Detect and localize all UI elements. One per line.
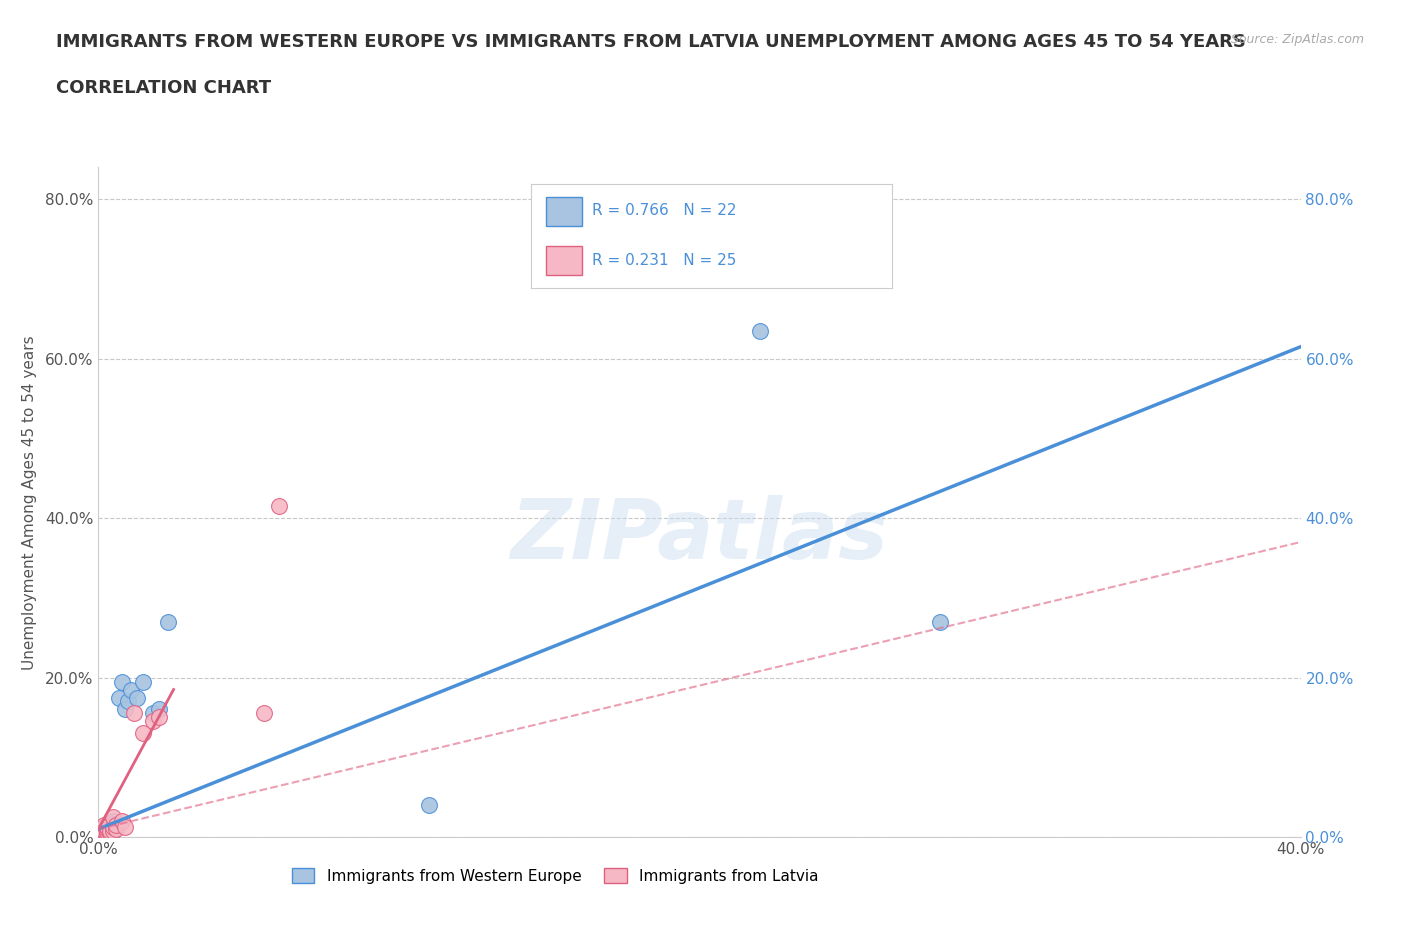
Point xyxy=(90,821,112,836)
Point xyxy=(93,823,115,838)
Point xyxy=(148,710,170,724)
Point xyxy=(96,821,118,836)
Text: CORRELATION CHART: CORRELATION CHART xyxy=(56,79,271,97)
Point xyxy=(253,706,276,721)
Point xyxy=(93,817,115,832)
Point xyxy=(96,828,118,843)
Point xyxy=(111,814,134,829)
Point xyxy=(96,817,118,832)
Text: ZIPatlas: ZIPatlas xyxy=(510,495,889,577)
Point xyxy=(929,615,952,630)
Point xyxy=(748,324,770,339)
Point xyxy=(90,828,112,843)
Legend: Immigrants from Western Europe, Immigrants from Latvia: Immigrants from Western Europe, Immigran… xyxy=(285,861,825,890)
Point xyxy=(141,714,163,729)
Point xyxy=(418,798,440,813)
Point xyxy=(103,810,125,825)
Point xyxy=(132,726,155,741)
Point xyxy=(156,615,179,630)
Point xyxy=(148,702,170,717)
Point xyxy=(90,830,112,844)
Y-axis label: Unemployment Among Ages 45 to 54 years: Unemployment Among Ages 45 to 54 years xyxy=(21,335,37,670)
Point xyxy=(108,690,131,705)
Point xyxy=(96,820,118,835)
Text: IMMIGRANTS FROM WESTERN EUROPE VS IMMIGRANTS FROM LATVIA UNEMPLOYMENT AMONG AGES: IMMIGRANTS FROM WESTERN EUROPE VS IMMIGR… xyxy=(56,33,1246,50)
Point xyxy=(121,682,143,697)
Point xyxy=(96,825,118,840)
Point xyxy=(111,674,134,689)
Point xyxy=(127,690,149,705)
Point xyxy=(132,674,155,689)
Point xyxy=(141,706,163,721)
Point xyxy=(100,826,122,841)
Point xyxy=(267,498,290,513)
Text: Source: ZipAtlas.com: Source: ZipAtlas.com xyxy=(1230,33,1364,46)
Point xyxy=(103,823,125,838)
Point xyxy=(124,706,146,721)
Point xyxy=(100,816,122,830)
Point xyxy=(105,821,128,836)
Point xyxy=(90,826,112,841)
Point xyxy=(96,821,118,836)
Point xyxy=(114,702,136,717)
Point xyxy=(93,823,115,838)
Point xyxy=(100,823,122,838)
Point xyxy=(93,826,115,841)
Point xyxy=(103,823,125,838)
Point xyxy=(105,817,128,831)
Point xyxy=(105,817,128,832)
Point xyxy=(93,820,115,835)
Point xyxy=(103,814,125,829)
Point xyxy=(117,694,139,709)
Point xyxy=(103,820,125,835)
Point xyxy=(114,820,136,835)
